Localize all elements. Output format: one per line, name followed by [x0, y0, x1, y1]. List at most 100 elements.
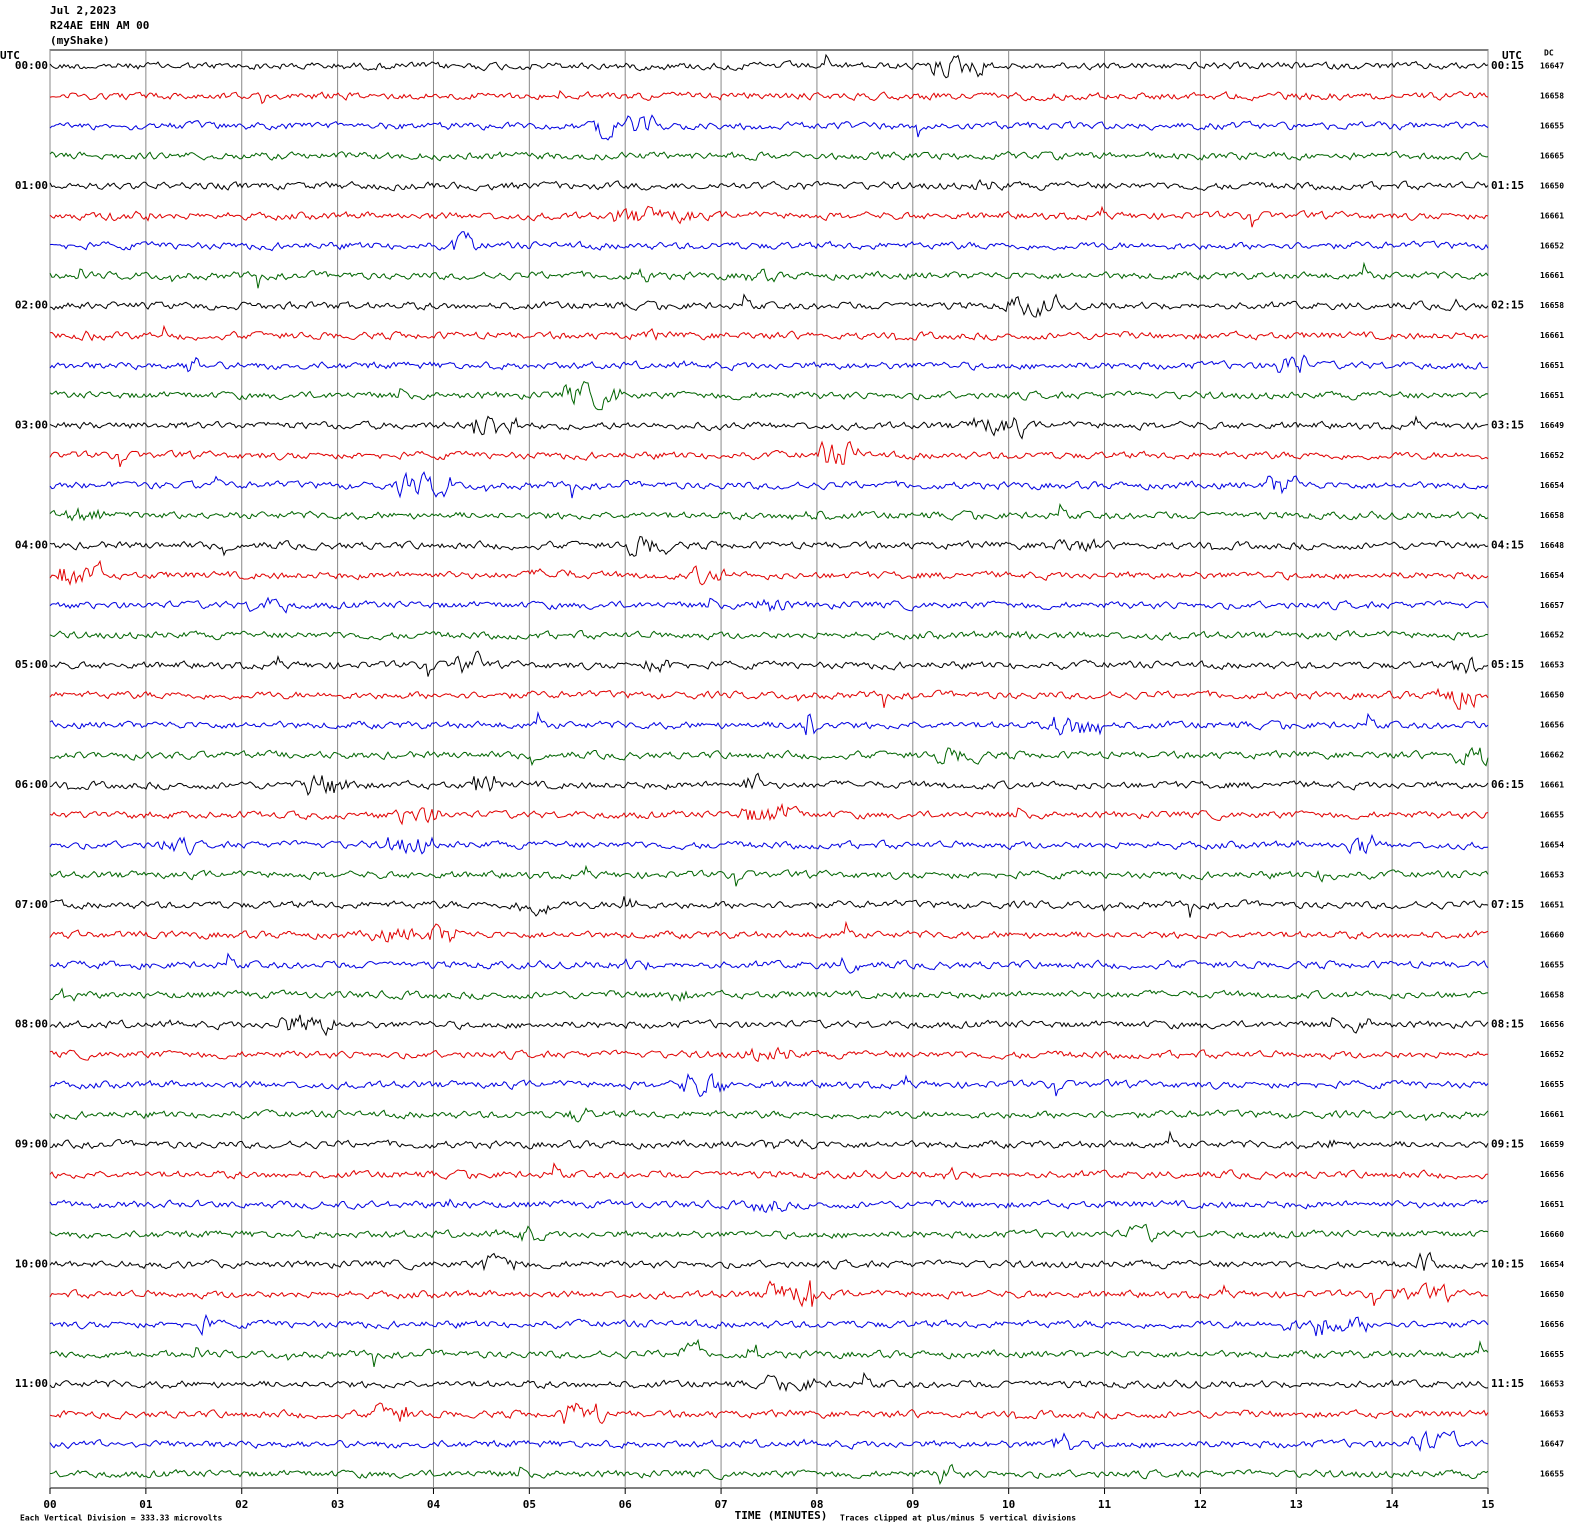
left-time-label: 00:00: [15, 59, 48, 72]
x-tick-label: 06: [619, 1498, 633, 1511]
trace: [49, 920, 1489, 944]
dc-value: 16651: [1540, 900, 1564, 909]
dc-value: 16650: [1540, 1290, 1564, 1299]
right-time-label: 00:15: [1491, 59, 1524, 72]
trace: [49, 711, 1489, 736]
trace: [49, 114, 1489, 141]
x-tick-label: 15: [1481, 1498, 1494, 1511]
right-time-label: 06:15: [1491, 778, 1524, 791]
dc-value: 16652: [1540, 1050, 1564, 1059]
dc-value: 16655: [1540, 121, 1564, 130]
trace: [49, 1130, 1489, 1150]
trace: [49, 150, 1489, 162]
right-time-label: 07:15: [1491, 898, 1524, 911]
right-axis-label: UTC: [1502, 49, 1522, 62]
x-tick-label: 12: [1194, 1498, 1207, 1511]
x-tick-label: 14: [1386, 1498, 1400, 1511]
trace: [49, 380, 1489, 411]
dc-value: 16660: [1540, 930, 1564, 939]
trace: [49, 205, 1489, 228]
dc-value: 16647: [1540, 62, 1564, 71]
trace: [49, 896, 1489, 918]
dc-value: 16653: [1540, 1410, 1564, 1419]
left-time-label: 08:00: [15, 1018, 48, 1031]
title-network: (myShake): [50, 34, 110, 47]
trace: [49, 1251, 1488, 1272]
trace: [49, 1280, 1489, 1308]
trace: [49, 293, 1489, 318]
left-axis-label: UTC: [0, 49, 20, 62]
dc-value: 16656: [1540, 1170, 1564, 1179]
trace: [49, 90, 1489, 105]
dc-value: 16665: [1540, 151, 1564, 160]
left-time-label: 01:00: [15, 179, 48, 192]
dc-value: 16656: [1540, 721, 1564, 730]
trace: [49, 596, 1489, 614]
trace: [49, 864, 1489, 887]
trace: [49, 833, 1489, 856]
trace: [49, 772, 1489, 796]
right-time-label: 04:15: [1491, 538, 1524, 551]
trace: [49, 687, 1489, 710]
title-station: R24AE EHN AM 00: [50, 19, 149, 32]
left-time-label: 04:00: [15, 538, 48, 551]
scale-note: Each Vertical Division = 333.33 microvol…: [20, 1513, 222, 1523]
x-tick-label: 09: [906, 1498, 919, 1511]
trace: [49, 178, 1489, 192]
trace: [49, 535, 1489, 557]
dc-value: 16660: [1540, 1230, 1564, 1239]
trace: [49, 629, 1489, 641]
right-time-label: 05:15: [1491, 658, 1524, 671]
dc-value: 16653: [1540, 870, 1564, 879]
dc-label: DC: [1544, 49, 1554, 58]
dc-value: 16655: [1540, 811, 1564, 820]
left-time-label: 03:00: [15, 419, 48, 432]
trace: [49, 1402, 1489, 1425]
left-time-label: 06:00: [15, 778, 48, 791]
trace: [49, 952, 1489, 974]
x-tick-label: 11: [1098, 1498, 1112, 1511]
dc-value: 16655: [1540, 960, 1564, 969]
dc-value: 16654: [1540, 840, 1564, 849]
dc-value: 16658: [1540, 91, 1564, 100]
trace: [49, 261, 1489, 289]
dc-value: 16651: [1540, 1200, 1564, 1209]
dc-value: 16650: [1540, 691, 1564, 700]
dc-value: 16654: [1540, 481, 1564, 490]
x-tick-label: 03: [331, 1498, 344, 1511]
left-time-label: 11:00: [15, 1377, 48, 1390]
dc-value: 16657: [1540, 601, 1564, 610]
dc-value: 16661: [1540, 271, 1564, 280]
trace: [49, 559, 1489, 586]
trace: [49, 1072, 1489, 1098]
dc-value: 16655: [1540, 1470, 1564, 1479]
trace: [49, 503, 1489, 522]
x-tick-label: 01: [139, 1498, 153, 1511]
dc-value: 16653: [1540, 661, 1564, 670]
clip-note: Traces clipped at plus/minus 5 vertical …: [840, 1513, 1076, 1523]
x-tick-label: 02: [235, 1498, 248, 1511]
dc-value: 16654: [1540, 571, 1564, 580]
dc-value: 16654: [1540, 1260, 1564, 1269]
trace: [49, 746, 1489, 767]
x-tick-label: 08: [810, 1498, 823, 1511]
trace: [49, 1107, 1489, 1123]
trace: [49, 1046, 1489, 1063]
trace: [49, 440, 1489, 468]
dc-value: 16661: [1540, 331, 1564, 340]
dc-value: 16652: [1540, 451, 1564, 460]
plot-frame: [49, 49, 1489, 1489]
trace: [49, 1014, 1489, 1037]
trace: [49, 354, 1489, 373]
right-time-label: 09:15: [1491, 1138, 1524, 1151]
trace: [49, 1338, 1489, 1368]
dc-value: 16656: [1540, 1320, 1564, 1329]
trace: [49, 1162, 1489, 1181]
trace: [49, 1223, 1489, 1243]
dc-value: 16648: [1540, 541, 1564, 550]
trace: [49, 650, 1489, 677]
dc-value: 16658: [1540, 511, 1564, 520]
right-time-label: 02:15: [1491, 299, 1524, 312]
dc-value: 16662: [1540, 751, 1564, 760]
